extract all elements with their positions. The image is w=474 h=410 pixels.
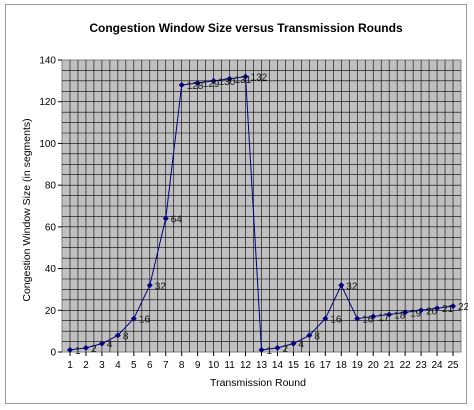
x-tick-label: 7 [163,360,169,371]
data-label: 2 [282,344,288,355]
data-point [162,215,169,222]
x-tick-label: 20 [368,360,380,371]
data-point [322,315,329,322]
data-label: 32 [155,281,167,292]
data-label: 8 [123,331,129,342]
data-label: 130 [219,77,236,88]
data-label: 131 [235,75,252,86]
x-tick-label: 22 [400,360,412,371]
x-tick-label: 17 [320,360,332,371]
y-tick-label: 100 [39,139,56,150]
gridlines [62,60,461,352]
data-point [290,340,297,347]
x-tick-label: 15 [288,360,300,371]
y-axis-title: Congestion Window Size (in segments) [21,118,33,301]
data-point [146,282,153,289]
data-point [210,77,217,84]
data-point [306,332,313,339]
x-tick-label: 14 [272,360,284,371]
data-point [354,315,361,322]
data-point [130,315,137,322]
data-point [194,79,201,86]
x-tick-label: 21 [384,360,396,371]
y-tick-label: 80 [45,181,57,192]
x-axis-title: Transmission Round [210,377,306,389]
data-point [66,346,73,353]
x-tick-label: 19 [352,360,364,371]
data-label: 2 [91,344,97,355]
x-tick-label: 3 [99,360,105,371]
data-label: 4 [298,340,304,351]
data-label: 16 [139,315,151,326]
data-label: 1 [75,346,81,357]
x-tick-label: 8 [179,360,185,371]
x-tick-label: 2 [83,360,89,371]
data-label: 132 [251,73,268,84]
data-point [434,305,441,312]
data-label: 4 [107,340,113,351]
data-point [450,303,457,310]
x-tick-label: 5 [131,360,137,371]
data-point [402,309,409,316]
data-label: 16 [330,315,342,326]
data-point [338,282,345,289]
y-tick-label: 140 [39,56,56,67]
x-tick-label: 12 [240,360,252,371]
data-point [226,75,233,82]
data-point [114,332,121,339]
x-tick-label: 11 [224,360,235,371]
y-tick-label: 60 [45,222,57,233]
x-tick-label: 24 [431,360,443,371]
x-tick-label: 4 [115,360,121,371]
x-tick-label: 6 [147,360,153,371]
x-tick-label: 9 [195,360,201,371]
data-points [66,73,457,353]
data-point [386,311,393,318]
data-label: 21 [442,304,454,315]
data-point [258,346,265,353]
y-axis-ticks: 0 20 40 60 80 100 120 140 [39,56,62,359]
data-label: 18 [394,310,406,321]
data-label: 8 [314,331,320,342]
data-label: 20 [426,306,438,317]
data-point [418,307,425,314]
x-axis-ticks: 1 2 3 4 5 6 7 8 9 10 11 12 13 14 15 16 17 18 19 20 21 22 23 24 2… [67,352,459,371]
chart-title: Congestion Window Size versus Transmissi… [89,21,403,35]
data-point [82,344,89,351]
data-label: 32 [346,281,358,292]
x-tick-label: 16 [304,360,316,371]
data-point [370,313,377,320]
data-point [178,82,185,89]
x-tick-label: 10 [208,360,220,371]
y-tick-label: 120 [39,97,56,108]
data-label: 1 [267,346,273,357]
data-label: 17 [378,313,390,324]
data-label: 129 [203,79,220,90]
data-point [98,340,105,347]
data-label: 19 [410,308,422,319]
y-tick-label: 20 [45,306,57,317]
data-label: 128 [187,81,204,92]
y-tick-label: 0 [50,348,56,359]
data-point [242,73,249,80]
x-tick-label: 18 [336,360,348,371]
x-tick-label: 25 [447,360,459,371]
data-label: 22 [458,302,468,313]
data-point [274,344,281,351]
data-label: 16 [362,315,374,326]
y-tick-label: 40 [45,264,57,275]
data-label: 64 [171,215,183,226]
x-tick-label: 13 [256,360,268,371]
chart-frame: Congestion Window Size versus Transmissi… [5,4,468,404]
line-chart: Congestion Window Size versus Transmissi… [21,21,468,389]
x-tick-label: 23 [416,360,428,371]
x-tick-label: 1 [67,360,73,371]
